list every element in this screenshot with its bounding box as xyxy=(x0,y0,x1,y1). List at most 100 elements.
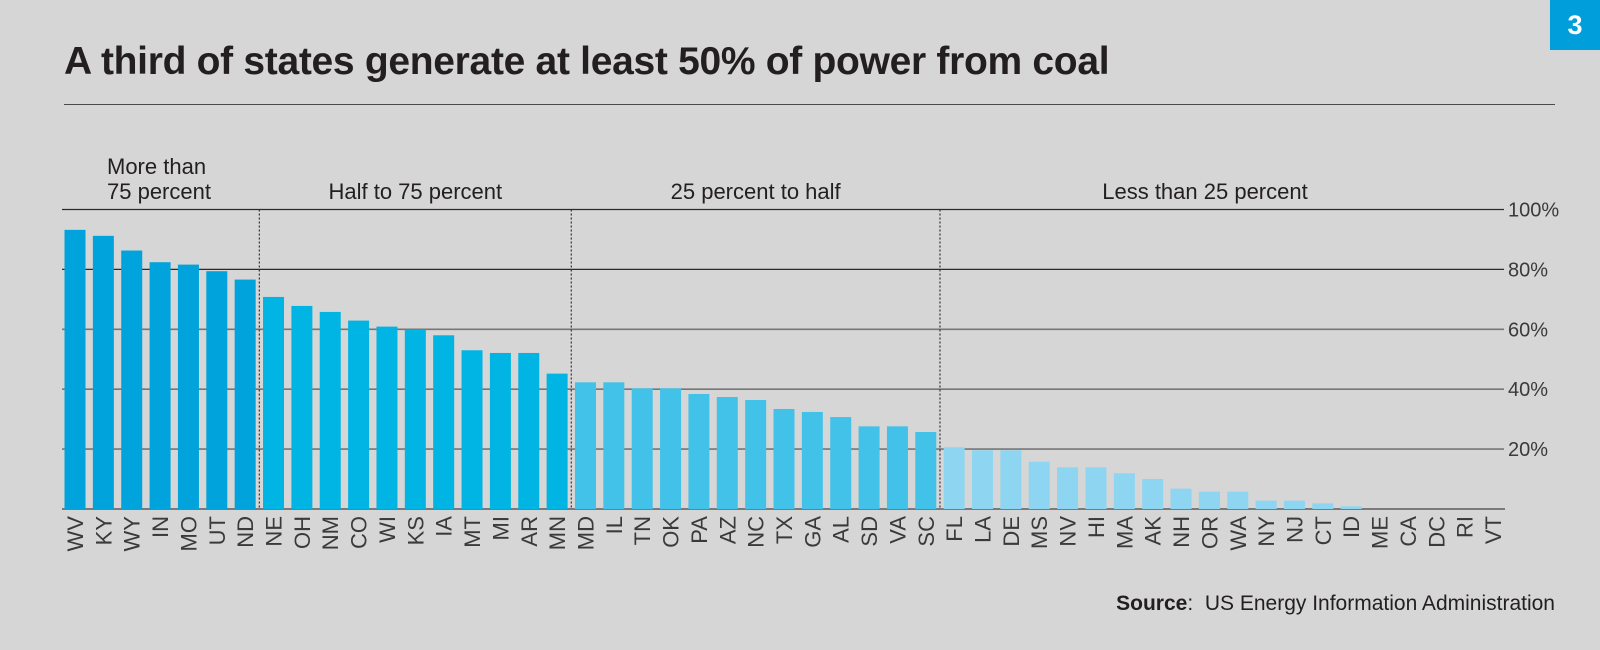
bar-tx xyxy=(773,408,795,509)
bar-ia xyxy=(433,335,455,509)
x-tick-label: SC xyxy=(914,516,939,547)
bar-ct xyxy=(1312,503,1334,509)
x-tick-label: AL xyxy=(829,516,854,543)
bar-al xyxy=(830,417,852,509)
x-tick-label: WY xyxy=(120,516,145,552)
x-tick-label: IL xyxy=(602,516,627,534)
x-tick-label: NY xyxy=(1254,516,1279,547)
x-tick-label: CO xyxy=(347,516,372,549)
bar-nj xyxy=(1283,500,1305,509)
x-tick-label: WV xyxy=(63,516,88,552)
x-tick-label: IA xyxy=(432,516,457,537)
bars xyxy=(64,229,1362,509)
bar-nc xyxy=(745,399,767,509)
bar-tn xyxy=(631,388,653,509)
bar-sd xyxy=(858,426,880,509)
x-tick-label: MD xyxy=(573,516,598,550)
bar-ut xyxy=(206,271,228,509)
group-label: Less than 25 percent xyxy=(1102,179,1307,204)
source-note: Source: US Energy Information Administra… xyxy=(1116,592,1555,615)
bar-mi xyxy=(489,352,511,509)
x-tick-label: MI xyxy=(488,516,513,540)
x-tick-label: PA xyxy=(687,516,712,544)
bar-nd xyxy=(234,279,256,509)
y-tick-label: 40% xyxy=(1508,379,1548,401)
x-tick-label: NC xyxy=(744,516,769,548)
x-tick-label: MT xyxy=(460,516,485,548)
x-tick-label: NJ xyxy=(1282,516,1307,543)
x-tick-label: NH xyxy=(1169,516,1194,548)
x-tick-label: RI xyxy=(1453,516,1478,538)
bar-ms xyxy=(1028,461,1050,509)
x-tick-label: WA xyxy=(1226,516,1251,551)
bar-az xyxy=(716,396,738,509)
bar-ga xyxy=(801,411,823,509)
bar-de xyxy=(1000,450,1022,509)
bar-md xyxy=(574,382,596,509)
y-tick-label: 80% xyxy=(1508,259,1548,281)
bar-nm xyxy=(319,311,341,509)
group-label: More than xyxy=(107,154,206,179)
x-tick-label: NM xyxy=(318,516,343,550)
x-tick-label: VA xyxy=(885,516,910,544)
x-tick-label: SD xyxy=(857,516,882,547)
bar-nh xyxy=(1170,488,1192,509)
x-tick-label: DC xyxy=(1424,516,1449,548)
group-label: 75 percent xyxy=(107,179,211,204)
bar-wi xyxy=(376,326,398,509)
x-tick-label: KY xyxy=(91,516,116,546)
page-number-badge: 3 xyxy=(1550,0,1600,50)
x-tick-label: MS xyxy=(1027,516,1052,549)
x-tick-label: OR xyxy=(1197,516,1222,549)
source-text: US Energy Information Administration xyxy=(1204,592,1555,615)
chart-title: A third of states generate at least 50% … xyxy=(64,40,1110,83)
bar-ak xyxy=(1142,479,1164,509)
bar-ar xyxy=(518,352,540,509)
bar-ne xyxy=(263,296,285,509)
bar-la xyxy=(972,450,994,509)
x-tick-label: FL xyxy=(942,516,967,542)
bar-id xyxy=(1340,506,1362,509)
bar-pa xyxy=(688,393,710,509)
y-tick-label: 100% xyxy=(1508,200,1559,222)
bar-hi xyxy=(1085,467,1107,509)
x-tick-label: UT xyxy=(205,516,230,545)
x-tick-label: ID xyxy=(1339,516,1364,538)
group-dividers xyxy=(258,209,941,509)
x-tick-label: TX xyxy=(772,516,797,544)
x-tick-label: LA xyxy=(971,516,996,543)
x-tick-label: ND xyxy=(233,516,258,548)
title-divider xyxy=(64,104,1555,105)
x-tick-label: AR xyxy=(517,516,542,547)
bar-mn xyxy=(546,373,568,509)
bar-ma xyxy=(1113,473,1135,509)
x-tick-label: VT xyxy=(1481,516,1506,544)
x-axis-labels: WV KY WY IN MO UT ND NE OH NM CO WI KS IA MT MI AR MN MD IL… xyxy=(63,516,1506,552)
x-tick-label: CA xyxy=(1396,516,1421,547)
bar-ky xyxy=(92,235,114,509)
bar-nv xyxy=(1057,467,1079,509)
y-axis-labels: 20% 40% 60% 80% 100% xyxy=(1508,200,1559,462)
x-tick-label: AK xyxy=(1141,516,1166,546)
y-tick-label: 20% xyxy=(1508,439,1548,461)
x-tick-label: MA xyxy=(1112,516,1137,549)
bar-ks xyxy=(404,329,426,509)
bar-in xyxy=(149,262,171,509)
bar-wy xyxy=(121,250,143,509)
bar-mt xyxy=(461,350,483,509)
group-label: 25 percent to half xyxy=(671,179,842,204)
x-tick-label: OH xyxy=(290,516,315,549)
bar-wv xyxy=(64,229,86,509)
group-label: Half to 75 percent xyxy=(328,179,502,204)
x-tick-label: IN xyxy=(148,516,173,538)
x-tick-label: HI xyxy=(1084,516,1109,538)
source-label: Source xyxy=(1116,592,1188,615)
x-tick-label: GA xyxy=(800,516,825,548)
y-tick-label: 60% xyxy=(1508,319,1548,341)
x-tick-label: KS xyxy=(403,516,428,545)
x-tick-label: MO xyxy=(176,516,201,551)
x-tick-label: OK xyxy=(659,516,684,548)
x-tick-label: TN xyxy=(630,516,655,545)
